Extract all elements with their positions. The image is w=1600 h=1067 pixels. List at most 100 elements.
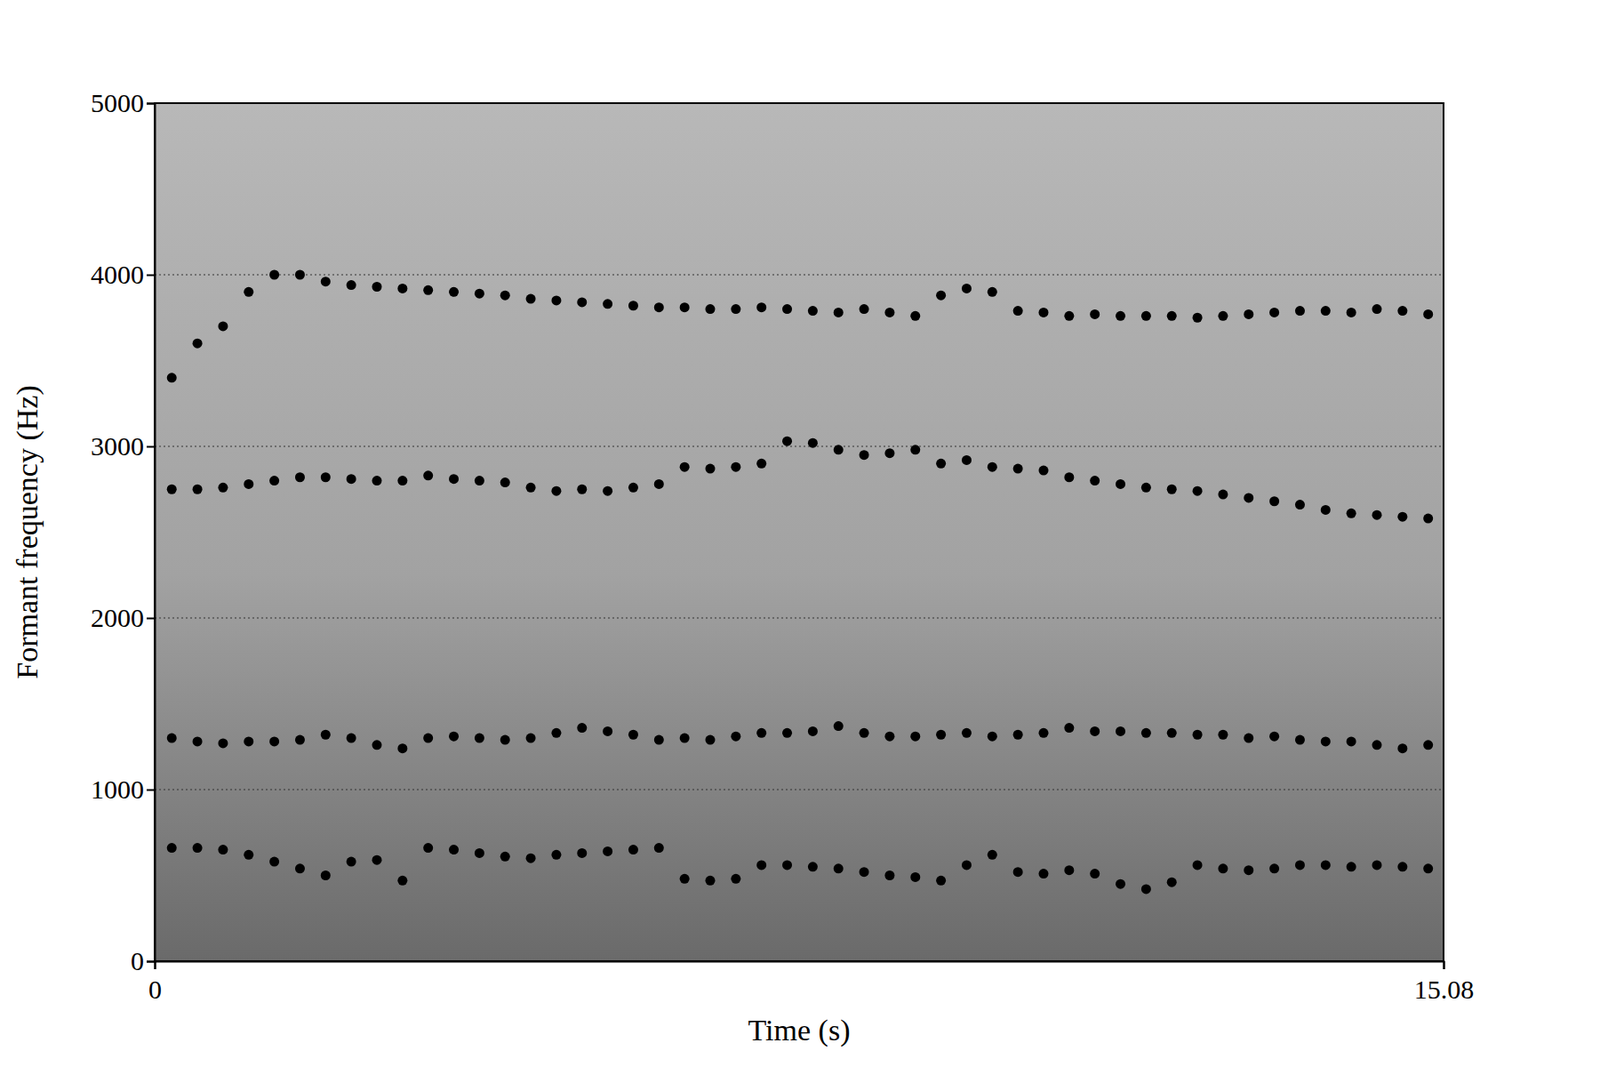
point [1346, 861, 1357, 872]
point [1243, 864, 1254, 875]
point [1217, 863, 1228, 873]
point [628, 300, 639, 311]
point [346, 473, 357, 484]
point [269, 475, 280, 486]
point [987, 849, 998, 860]
point [910, 731, 920, 742]
point [654, 735, 664, 745]
point [859, 304, 870, 314]
point [526, 294, 536, 304]
point [320, 276, 331, 287]
point [705, 464, 716, 474]
point [217, 482, 228, 493]
point [448, 844, 459, 855]
axis-line [155, 961, 1445, 970]
point [217, 844, 228, 855]
plot-frame [154, 103, 1444, 961]
plot-background [154, 103, 1444, 961]
point [448, 473, 459, 484]
chart: 015.08010002000300040005000Time (s)Forma… [0, 0, 1600, 1067]
point [987, 287, 998, 297]
tick-label: 4000 [90, 259, 144, 289]
point [551, 295, 561, 305]
point [1423, 513, 1433, 524]
point [1269, 496, 1280, 506]
point [1192, 312, 1203, 323]
point [1372, 510, 1383, 520]
plot: 015.08010002000300040005000 [90, 88, 1474, 1004]
point [808, 726, 818, 736]
point [859, 449, 870, 460]
point [1423, 863, 1433, 873]
point [936, 290, 946, 301]
point [1141, 728, 1152, 738]
point [961, 455, 972, 465]
formant-series [167, 720, 1433, 753]
point [1013, 866, 1024, 877]
point [346, 733, 357, 744]
point [602, 846, 613, 856]
point [884, 448, 895, 458]
grid-line [154, 446, 1444, 448]
point [1089, 726, 1100, 736]
point [730, 873, 741, 884]
point [1141, 482, 1152, 493]
point [602, 486, 613, 496]
point [576, 848, 587, 858]
point [1295, 859, 1305, 870]
point [1423, 739, 1433, 750]
tick: 5000 [90, 88, 155, 118]
tick-mark [146, 617, 155, 620]
point [167, 372, 177, 383]
point [1115, 479, 1126, 489]
axis-line [146, 104, 156, 962]
point [859, 866, 870, 877]
point [628, 482, 639, 493]
point [730, 731, 741, 742]
point [474, 848, 485, 858]
point [1269, 863, 1280, 873]
point [756, 458, 767, 469]
point [1372, 859, 1383, 870]
point [1064, 722, 1074, 733]
point [320, 472, 331, 482]
point [654, 842, 664, 853]
point [961, 728, 972, 738]
point [654, 302, 664, 312]
tick-mark [146, 789, 155, 792]
point [551, 486, 561, 496]
point [1217, 311, 1228, 321]
point [680, 302, 690, 312]
point [1167, 311, 1177, 321]
tick: 15.08 [1414, 960, 1475, 1004]
point [192, 736, 203, 746]
point [167, 733, 177, 744]
point [808, 305, 818, 316]
point [320, 729, 331, 740]
point [1217, 729, 1228, 740]
point [1192, 859, 1203, 870]
point [1269, 307, 1280, 318]
point [1039, 465, 1049, 476]
point [910, 872, 920, 882]
point [448, 287, 459, 297]
point [782, 304, 792, 314]
point [987, 731, 998, 742]
point [1115, 311, 1126, 321]
point [1295, 499, 1305, 510]
point [782, 859, 792, 870]
point [192, 338, 203, 349]
y-axis: 010002000300040005000 [90, 88, 156, 976]
point [192, 842, 203, 853]
point [167, 842, 177, 853]
point [602, 726, 613, 736]
point [859, 728, 870, 738]
point [243, 287, 254, 297]
point [833, 444, 844, 455]
point [243, 479, 254, 489]
tick-mark [146, 960, 155, 963]
tick-mark [146, 103, 155, 105]
point [1243, 492, 1254, 503]
tick-label: 2000 [90, 602, 144, 632]
point [1423, 309, 1433, 320]
